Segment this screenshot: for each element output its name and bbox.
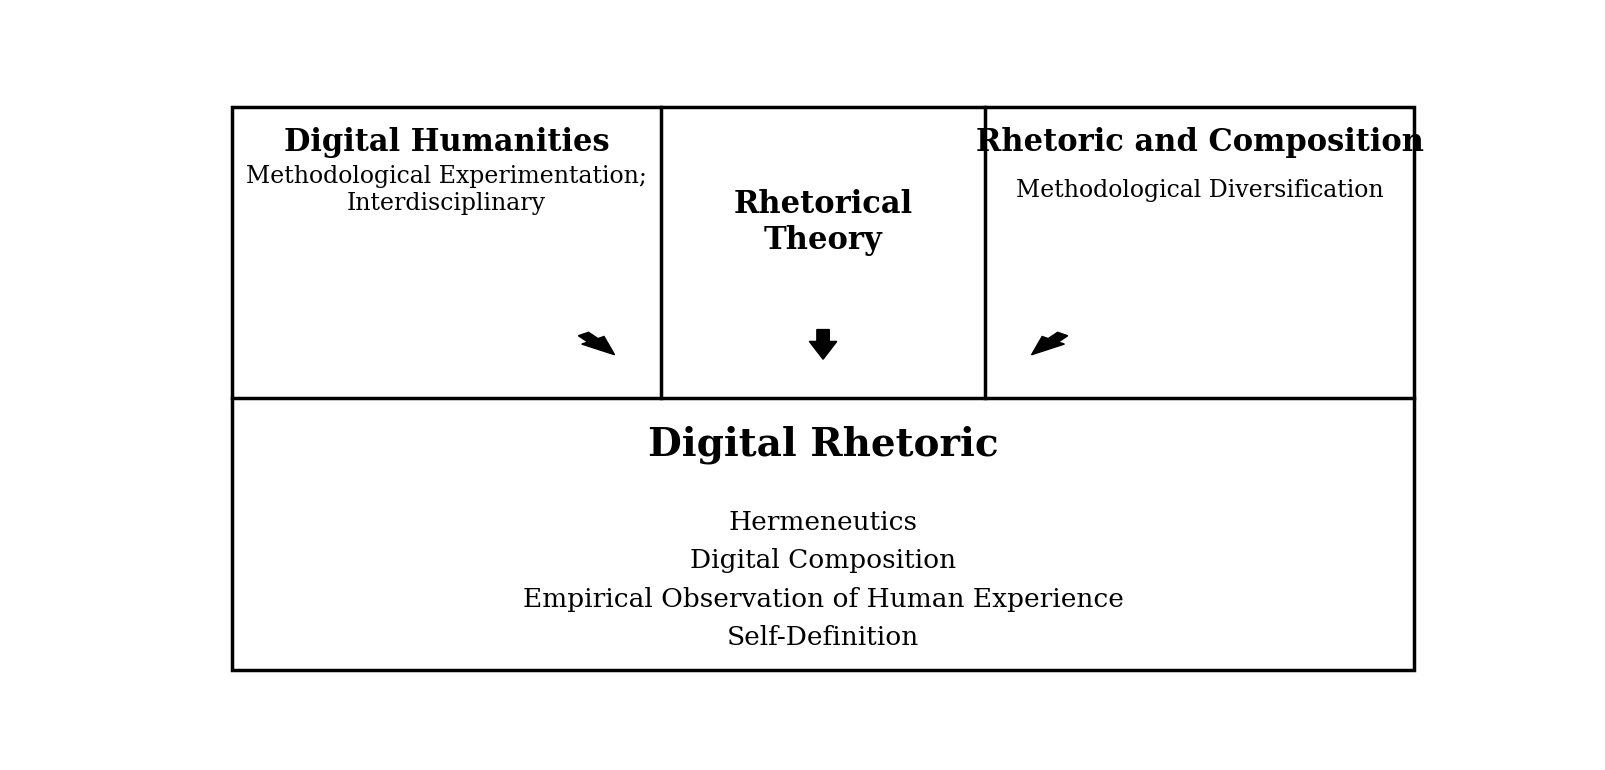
Text: Methodological Diversification: Methodological Diversification — [1014, 179, 1382, 202]
FancyArrow shape — [1030, 333, 1067, 355]
Text: Digital Composition: Digital Composition — [690, 548, 955, 574]
Text: Digital Rhetoric: Digital Rhetoric — [647, 426, 998, 464]
FancyArrow shape — [578, 333, 615, 355]
Text: Rhetoric and Composition: Rhetoric and Composition — [974, 127, 1422, 159]
Text: Empirical Observation of Human Experience: Empirical Observation of Human Experienc… — [522, 587, 1124, 612]
Text: Methodological Experimentation;
Interdisciplinary: Methodological Experimentation; Interdis… — [246, 166, 647, 215]
Text: Digital Humanities: Digital Humanities — [284, 127, 608, 159]
FancyArrow shape — [809, 330, 836, 359]
Text: Rhetorical
Theory: Rhetorical Theory — [733, 189, 912, 256]
Text: Hermeneutics: Hermeneutics — [729, 510, 916, 534]
Text: Self-Definition: Self-Definition — [727, 625, 918, 651]
